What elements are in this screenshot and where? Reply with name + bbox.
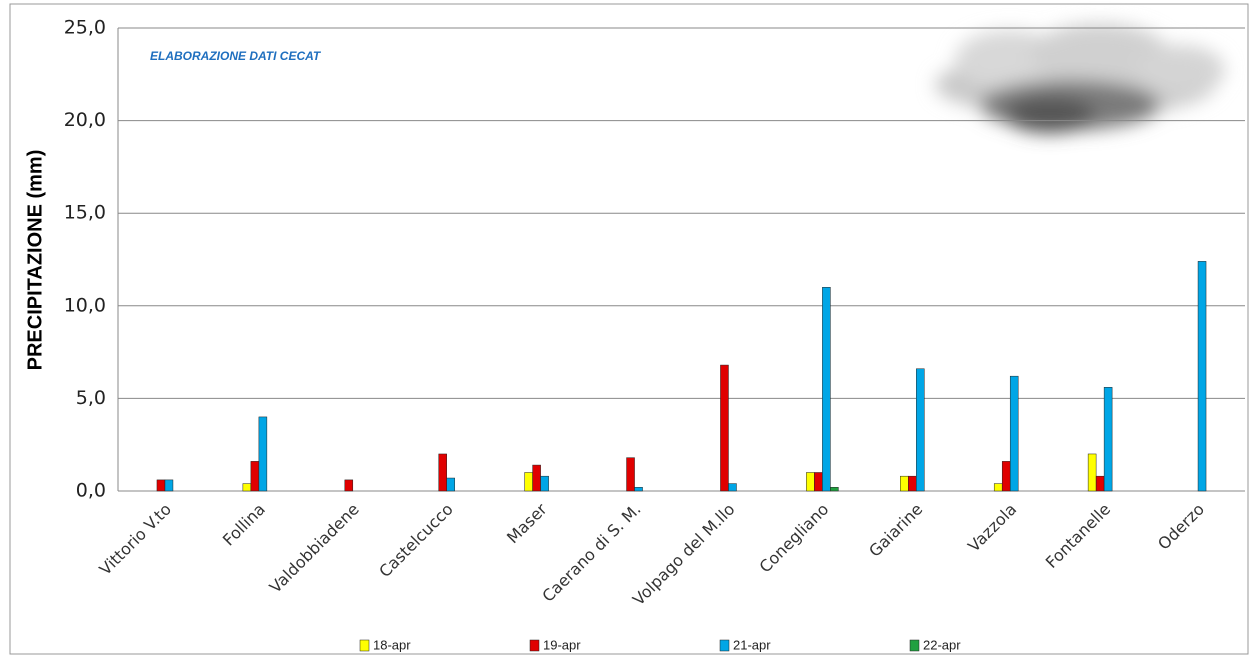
bar <box>634 487 643 492</box>
y-tick-label: 25,0 <box>64 17 106 39</box>
bar <box>438 453 447 492</box>
bar <box>1095 475 1105 492</box>
bar <box>720 364 729 492</box>
bar <box>164 479 174 492</box>
bar <box>250 461 260 492</box>
bar <box>814 472 823 492</box>
bar <box>446 477 455 492</box>
bar <box>524 472 533 492</box>
bar <box>242 483 252 492</box>
bar <box>532 464 541 492</box>
bar <box>540 475 549 492</box>
bar <box>1197 261 1207 492</box>
legend-swatch <box>359 639 370 652</box>
bar <box>344 479 354 492</box>
legend-label: 22-apr <box>923 637 961 652</box>
bar <box>1087 453 1097 492</box>
legend-label: 19-apr <box>543 637 581 652</box>
legend-label: 21-apr <box>733 637 771 652</box>
bar <box>1103 387 1113 492</box>
bar <box>626 457 635 492</box>
bar <box>822 287 831 492</box>
bar <box>728 483 737 492</box>
y-tick-label: 0,0 <box>76 480 106 502</box>
bar <box>1009 375 1019 492</box>
bar <box>916 368 925 492</box>
bar <box>830 487 839 492</box>
bar <box>1001 461 1011 492</box>
legend-label: 18-apr <box>373 637 411 652</box>
legend-swatch <box>529 639 540 652</box>
bar <box>156 479 166 492</box>
annotation: ELABORAZIONE DATI CECAT <box>150 49 322 63</box>
y-tick-label: 15,0 <box>64 202 106 224</box>
y-tick-label: 20,0 <box>64 109 106 131</box>
bar <box>993 483 1003 492</box>
y-axis-label: PRECIPITAZIONE (mm) <box>24 150 46 371</box>
y-tick-label: 5,0 <box>76 387 106 409</box>
legend-swatch <box>719 639 730 652</box>
cloud-image <box>935 23 1225 133</box>
y-tick-label: 10,0 <box>64 294 106 316</box>
legend-swatch <box>909 639 920 652</box>
bar <box>806 472 815 492</box>
bar <box>900 475 909 492</box>
bar <box>258 416 268 492</box>
bar <box>908 475 917 492</box>
